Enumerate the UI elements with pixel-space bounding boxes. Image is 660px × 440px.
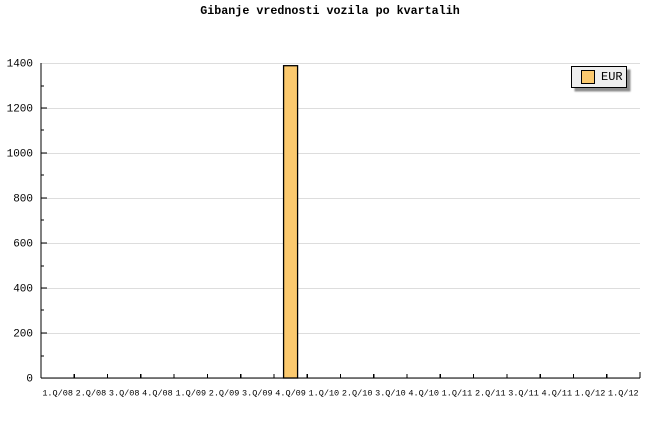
svg-text:200: 200 bbox=[13, 329, 33, 341]
svg-text:3.Q/09: 3.Q/09 bbox=[242, 389, 273, 399]
svg-text:2.Q/10: 2.Q/10 bbox=[342, 389, 373, 399]
svg-text:3.Q/08: 3.Q/08 bbox=[109, 389, 140, 399]
svg-text:2.Q/11: 2.Q/11 bbox=[475, 389, 506, 399]
svg-text:800: 800 bbox=[13, 194, 33, 206]
svg-text:2.Q/09: 2.Q/09 bbox=[209, 389, 240, 399]
svg-text:600: 600 bbox=[13, 239, 33, 251]
svg-text:1.Q/12: 1.Q/12 bbox=[608, 389, 639, 399]
svg-text:400: 400 bbox=[13, 284, 33, 296]
svg-text:4.Q/08: 4.Q/08 bbox=[142, 389, 173, 399]
svg-text:1.Q/12: 1.Q/12 bbox=[575, 389, 606, 399]
svg-text:3.Q/11: 3.Q/11 bbox=[508, 389, 539, 399]
svg-text:1000: 1000 bbox=[7, 149, 33, 161]
svg-text:1.Q/08: 1.Q/08 bbox=[42, 389, 73, 399]
svg-text:4.Q/11: 4.Q/11 bbox=[542, 389, 573, 399]
svg-text:1.Q/11: 1.Q/11 bbox=[442, 389, 473, 399]
svg-text:1.Q/10: 1.Q/10 bbox=[309, 389, 340, 399]
svg-text:4.Q/10: 4.Q/10 bbox=[408, 389, 439, 399]
svg-text:4.Q/09: 4.Q/09 bbox=[275, 389, 306, 399]
svg-text:1400: 1400 bbox=[7, 59, 33, 71]
svg-text:3.Q/10: 3.Q/10 bbox=[375, 389, 406, 399]
svg-text:1.Q/09: 1.Q/09 bbox=[175, 389, 206, 399]
svg-text:1200: 1200 bbox=[7, 104, 33, 116]
svg-text:2.Q/08: 2.Q/08 bbox=[76, 389, 107, 399]
svg-text:0: 0 bbox=[26, 374, 33, 386]
